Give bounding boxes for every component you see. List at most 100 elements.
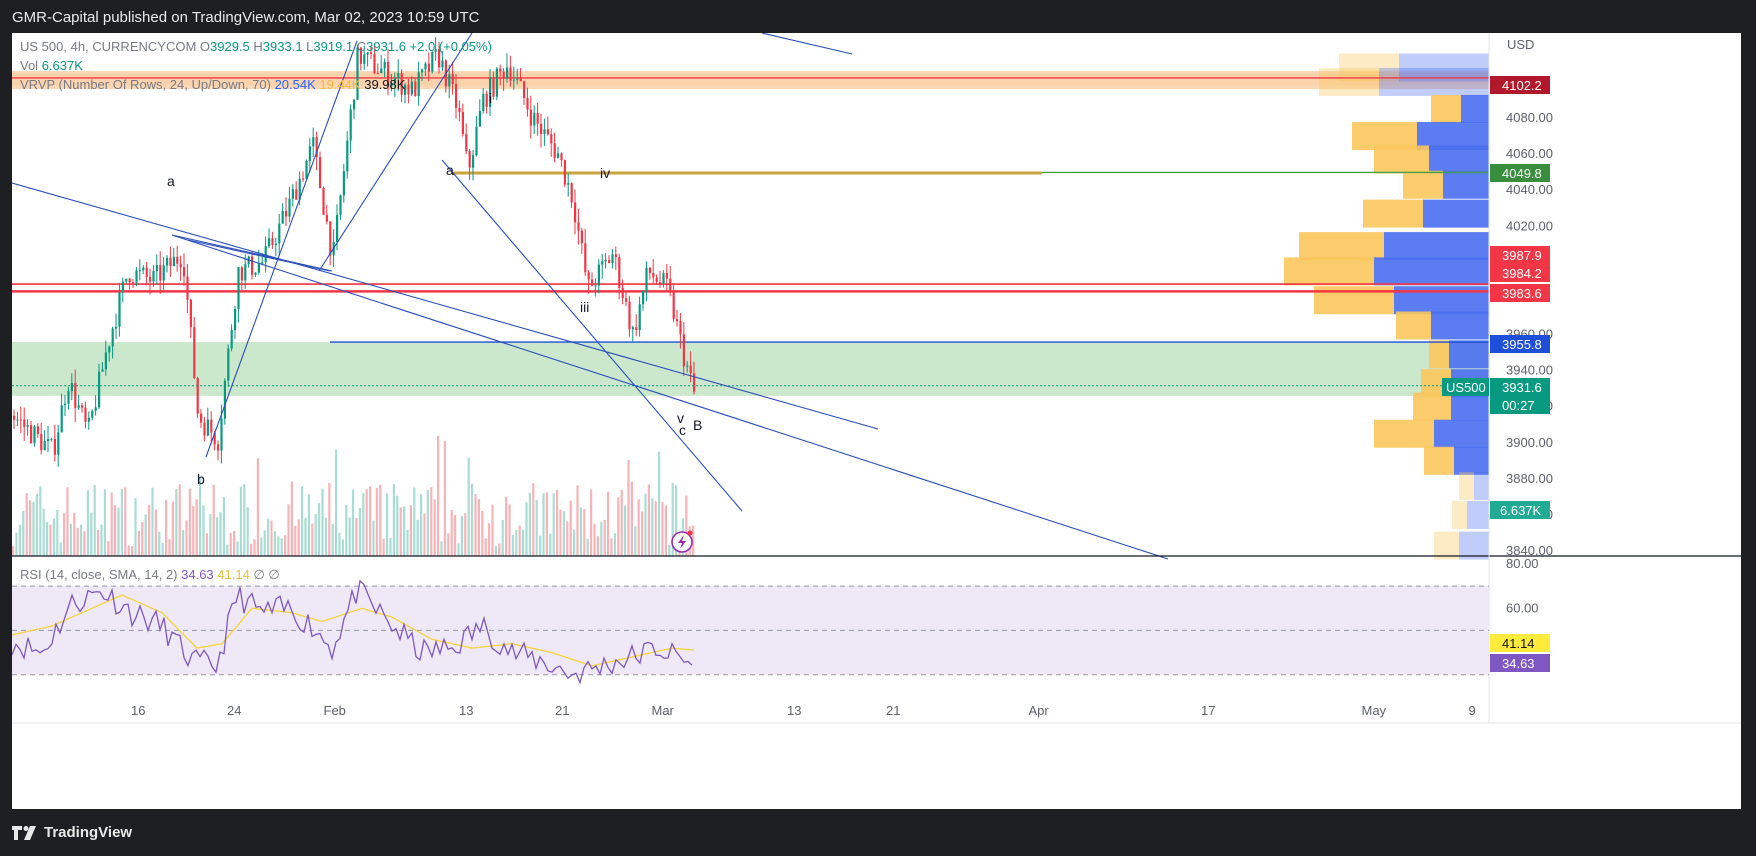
chart-frame[interactable]: abaiiiiivvcB3840.003860.003880.003900.00…	[12, 33, 1741, 809]
candle-body	[98, 371, 101, 408]
candle-body	[451, 74, 454, 84]
price-tick: 4080.00	[1506, 110, 1553, 125]
volume-bar	[148, 504, 151, 556]
volume-label-bg	[1490, 501, 1550, 519]
candle-body	[366, 52, 369, 55]
volume-bar	[508, 504, 511, 556]
volume-bar	[525, 502, 528, 556]
volume-bar	[216, 517, 219, 556]
rsi-tick: 80.00	[1506, 556, 1539, 571]
candle-body	[223, 380, 226, 419]
volume-bar	[532, 483, 535, 556]
volume-bar	[559, 509, 562, 556]
volume-bar	[80, 524, 83, 556]
volume-bar	[375, 487, 378, 556]
candle-body	[169, 257, 172, 267]
volume-bar	[304, 517, 307, 556]
volume-bar	[86, 490, 89, 556]
candle-body	[145, 267, 148, 277]
candle-body	[516, 78, 519, 80]
candle-body	[325, 214, 328, 222]
candle-body	[305, 160, 308, 180]
candle-body	[652, 272, 655, 278]
volume-bar	[307, 494, 310, 556]
vp-down-bar	[1451, 392, 1489, 421]
volume-bar	[29, 500, 32, 556]
volume-bar	[372, 520, 375, 556]
volume-bar	[566, 521, 569, 556]
volume-bar	[399, 507, 402, 556]
vp-down-bar	[1399, 53, 1489, 82]
volume-bar	[685, 495, 688, 556]
volume-bar	[505, 496, 508, 556]
candle-body	[47, 439, 50, 442]
vp-down-bar	[1443, 170, 1489, 199]
candle-body	[302, 178, 305, 180]
candle-body	[64, 403, 67, 406]
volume-bar	[301, 486, 304, 556]
price-label-bg	[1490, 246, 1550, 264]
candle-body	[512, 79, 515, 81]
volume-bar	[369, 486, 372, 556]
ohlc-legend: US 500, 4h, CURRENCYCOM O3929.5 H3933.1 …	[20, 39, 492, 54]
candle-body	[604, 259, 607, 262]
volume-bar	[583, 509, 586, 556]
candle-body	[574, 202, 577, 223]
volume-bar	[168, 539, 171, 556]
candle-body	[679, 321, 682, 335]
volume-bar	[562, 511, 565, 556]
volume-bar	[270, 520, 273, 556]
candle-body	[642, 290, 645, 305]
lightning-icon	[678, 535, 686, 549]
candle-body	[339, 195, 342, 215]
candle-body	[387, 61, 390, 87]
volume-bar	[338, 532, 341, 556]
volume-bar	[250, 543, 253, 556]
candle-body	[540, 123, 543, 135]
volume-bar	[12, 546, 15, 556]
volume-bar	[624, 505, 627, 556]
candle-body	[478, 111, 481, 127]
candle-body	[278, 223, 281, 244]
volume-bar	[542, 493, 545, 556]
volume-bar	[161, 542, 164, 556]
volume-bar	[522, 529, 525, 556]
volume-bar	[32, 501, 35, 556]
candle-body	[336, 214, 339, 243]
candle-body	[438, 49, 441, 68]
volume-bar	[311, 523, 314, 556]
vp-down-bar	[1449, 340, 1489, 369]
volume-bar	[658, 451, 661, 556]
candle-body	[67, 391, 70, 404]
chart-svg[interactable]: abaiiiiivvcB3840.003860.003880.003900.00…	[12, 33, 1741, 809]
price-label: 3955.8	[1502, 337, 1542, 352]
candle-body	[30, 425, 33, 444]
price-tick: 3940.00	[1506, 363, 1553, 378]
wave-label: a	[167, 173, 175, 189]
candle-body	[631, 327, 634, 330]
trend-line	[171, 234, 333, 272]
candle-body	[13, 415, 16, 420]
volume-bar	[637, 499, 640, 556]
tradingview-brand[interactable]: TradingView	[12, 824, 132, 841]
candle-body	[244, 264, 247, 281]
candle-body	[261, 262, 264, 264]
candle-body	[264, 246, 267, 263]
volume-bar	[576, 485, 579, 556]
candle-body	[662, 273, 665, 284]
vp-up-bar	[1429, 340, 1449, 369]
volume-bar	[97, 529, 100, 556]
candle-body	[115, 326, 118, 329]
candle-body	[597, 264, 600, 286]
candle-body	[118, 292, 121, 327]
candle-body	[363, 54, 366, 64]
candle-body	[176, 256, 179, 264]
volume-bar	[236, 541, 239, 556]
volume-bar	[233, 530, 236, 556]
candle-body	[84, 407, 87, 422]
volume-bar	[76, 527, 79, 556]
candle-body	[203, 422, 206, 436]
candle-body	[206, 419, 209, 436]
wave-label: v	[677, 410, 684, 426]
rsi-legend: RSI (14, close, SMA, 14, 2) 34.63 41.14 …	[20, 567, 280, 582]
